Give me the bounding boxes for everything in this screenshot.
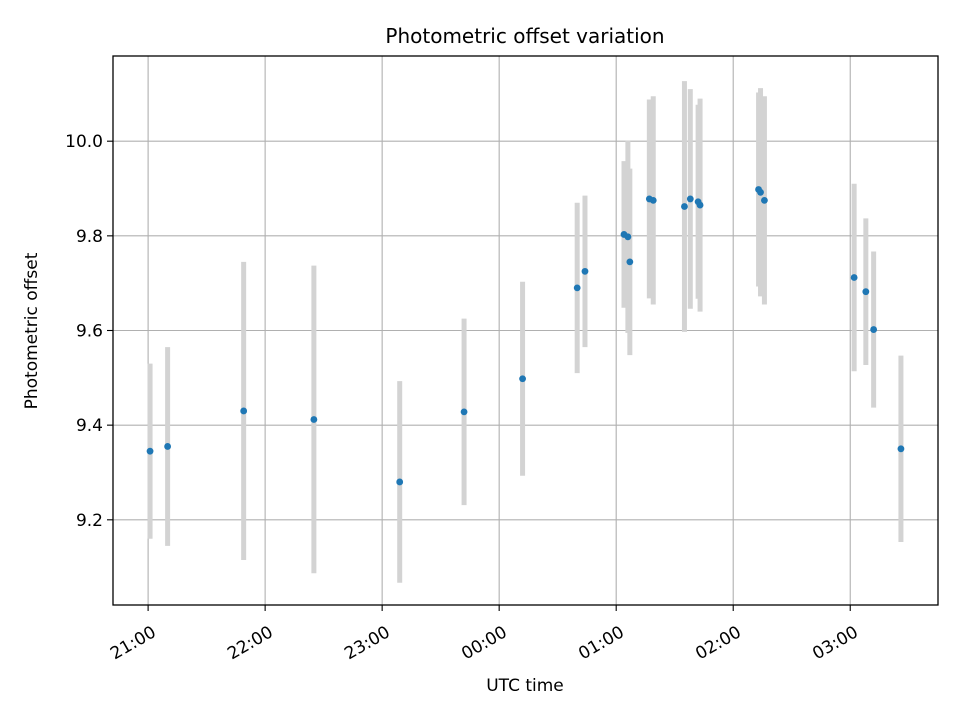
y-tick-label: 9.6 (76, 322, 103, 342)
data-point (573, 284, 581, 292)
data-point (761, 196, 768, 204)
data-point (310, 416, 318, 423)
chart-title: Photometric offset variation (385, 24, 664, 48)
x-tick-label: 01:00 (575, 622, 627, 664)
x-axis-label: UTC time (486, 676, 564, 696)
data-point (686, 195, 694, 203)
x-tick-label: 02:00 (692, 622, 744, 664)
data-point (696, 201, 704, 209)
x-tick-label: 03:00 (809, 622, 861, 664)
data-point (519, 375, 526, 383)
x-tick-label: 22:00 (224, 622, 276, 664)
x-axis-ticks: 21:00 22:00 23:00 00:00 01:00 02:00 03:00 (107, 605, 862, 664)
data-point (164, 443, 172, 450)
y-tick-label: 9.8 (76, 227, 103, 247)
y-tick-label: 10.0 (65, 132, 103, 152)
y-axis-ticks: 9.2 9.4 9.6 9.8 10.0 (65, 132, 113, 531)
x-tick-label: 00:00 (458, 622, 510, 664)
data-point (581, 267, 589, 275)
data-point (862, 288, 870, 296)
grid-layer (113, 56, 938, 605)
x-tick-label: 21:00 (107, 622, 159, 664)
data-point (681, 203, 688, 210)
data-point (626, 258, 634, 266)
y-tick-label: 9.4 (76, 416, 103, 436)
data-point (649, 196, 657, 204)
x-tick-label: 23:00 (341, 622, 393, 664)
data-point (850, 274, 858, 281)
data-point (396, 478, 404, 486)
data-point (757, 188, 764, 196)
errorbar-layer (147, 81, 904, 583)
data-point (460, 408, 468, 416)
point-layer (146, 186, 905, 486)
data-point (146, 447, 154, 455)
y-axis-label: Photometric offset (22, 252, 42, 409)
data-point (870, 326, 878, 333)
y-tick-label: 9.2 (76, 511, 103, 531)
data-point (624, 233, 632, 241)
data-point (897, 445, 905, 453)
data-point (240, 407, 248, 415)
